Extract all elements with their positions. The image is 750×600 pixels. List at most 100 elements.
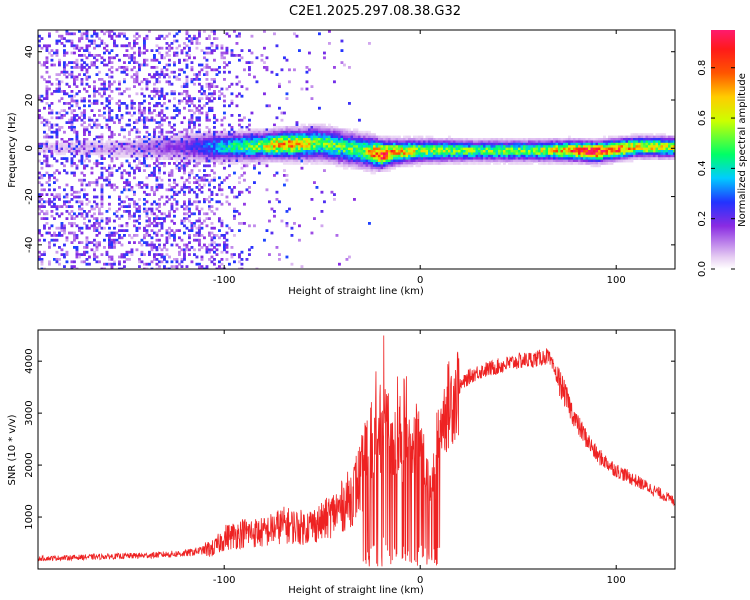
heatmap-cell [65,250,69,254]
heatmap-cell [220,147,224,151]
heatmap-cell [295,135,299,139]
heatmap-cell [55,142,59,146]
heatmap-cell [203,104,206,108]
heatmap-cell [363,157,366,160]
heatmap-cell [363,145,366,148]
heatmap-cell [113,42,116,45]
heatmap-cell [185,51,189,55]
heatmap-cell [143,145,146,148]
heatmap-cell [365,150,369,153]
heatmap-cell [405,152,409,156]
heatmap-cell [443,152,446,156]
heatmap-cell [193,135,196,139]
heatmap-cell [243,154,246,158]
heatmap-cell [338,135,341,139]
heatmap-cell [298,154,301,158]
heatmap-cell [523,154,526,158]
heatmap-cell [93,147,96,151]
heatmap-cell [185,159,189,163]
heatmap-cell [85,126,89,129]
heatmap-cell [325,138,329,141]
heatmap-cell [293,133,296,136]
heatmap-cell [53,238,56,242]
heatmap-cell [228,152,231,156]
heatmap-cell [265,104,269,108]
heatmap-cell [200,154,204,158]
heatmap-cell [218,133,221,136]
heatmap-cell [168,226,171,230]
heatmap-cell [258,154,261,158]
heatmap-cell [75,150,79,153]
heatmap-cell [325,145,329,148]
heatmap-cell [158,90,161,93]
heatmap-cell [70,111,74,115]
heatmap-cell [58,193,61,196]
heatmap-cell [210,241,214,244]
heatmap-cell [130,152,134,156]
heatmap-cell [478,162,481,165]
heatmap-cell [323,138,326,141]
heatmap-cell [540,150,544,153]
heatmap-cell [268,130,271,134]
heatmap-cell [185,63,189,67]
heatmap-cell [200,133,204,136]
heatmap-cell [193,224,196,228]
heatmap-cell [188,145,191,148]
heatmap-cell [585,150,589,153]
heatmap-cell [55,135,59,139]
heatmap-cell [73,75,76,79]
heatmap-cell [145,87,149,91]
heatmap-cell [575,162,579,165]
heatmap-cell [328,159,331,163]
heatmap-cell [200,265,204,268]
heatmap-cell [233,159,236,163]
heatmap-cell [283,145,286,148]
heatmap-cell [238,222,241,225]
heatmap-cell [243,178,246,182]
heatmap-cell [45,140,49,144]
heatmap-cell [70,265,74,268]
heatmap-cell [58,63,61,67]
heatmap-cell [93,152,96,156]
heatmap-cell [113,44,116,48]
heatmap-cell [380,135,384,139]
heatmap-cell [185,92,189,96]
heatmap-cell [93,238,96,242]
heatmap-cell [185,217,189,220]
heatmap-cell [145,157,149,160]
heatmap-cell [113,234,116,237]
heatmap-cell [68,212,71,216]
heatmap-cell [103,58,106,62]
heatmap-cell [248,157,251,160]
heatmap-cell [185,150,189,153]
heatmap-cell [110,152,114,156]
heatmap-cell [145,49,149,52]
heatmap-cell [173,138,176,141]
heatmap-cell [158,166,161,170]
heatmap-cell [365,145,369,148]
heatmap-cell [278,128,281,132]
heatmap-cell [198,210,201,213]
heatmap-cell [190,114,194,117]
heatmap-cell [315,186,319,189]
heatmap-cell [203,169,206,172]
heatmap-cell [98,210,101,213]
heatmap-cell [65,193,69,196]
heatmap-cell [343,164,346,168]
heatmap-cell [213,78,216,81]
heatmap-cell [85,142,89,146]
heatmap-cell [233,30,236,33]
heatmap-cell [563,154,566,158]
heatmap-cell [150,138,154,141]
heatmap-cell [108,164,111,168]
heatmap-cell [353,150,356,153]
heatmap-cell [353,128,356,132]
heatmap-cell [93,250,96,254]
heatmap-cell [123,128,126,132]
heatmap-cell [160,162,164,165]
heatmap-cell [220,224,224,228]
heatmap-cell [95,222,99,225]
heatmap-cell [185,66,189,69]
heatmap-cell [218,260,221,264]
heatmap-cell [145,63,149,67]
